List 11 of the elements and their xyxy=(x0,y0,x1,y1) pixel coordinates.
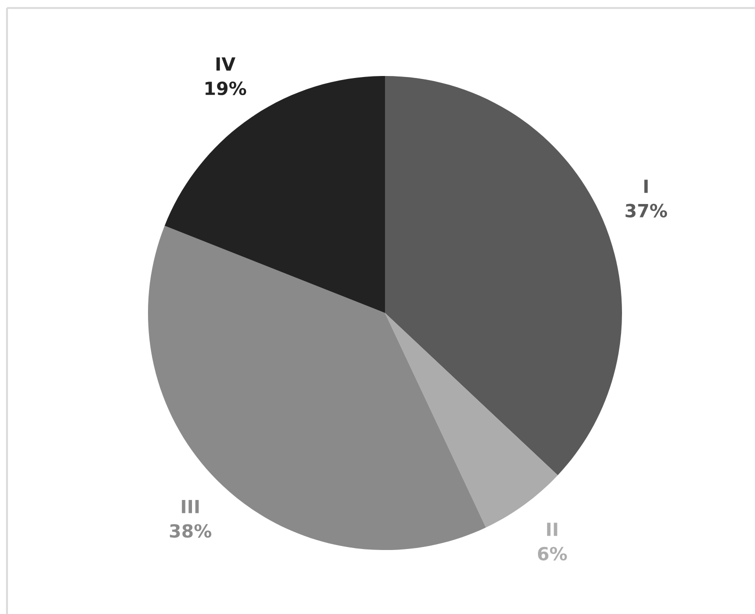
slice-label: I xyxy=(644,180,648,193)
pie-slice xyxy=(148,226,486,550)
data-label: 37% xyxy=(626,204,668,218)
data-label: 6% xyxy=(538,546,567,560)
pie-slice xyxy=(385,76,622,476)
pie-slice xyxy=(164,76,385,313)
data-label: 19% xyxy=(206,82,246,96)
slice-label: IV xyxy=(216,57,236,71)
data-label: 38% xyxy=(170,524,212,538)
slice-label: III xyxy=(182,500,199,514)
slice-label: II xyxy=(547,522,558,536)
